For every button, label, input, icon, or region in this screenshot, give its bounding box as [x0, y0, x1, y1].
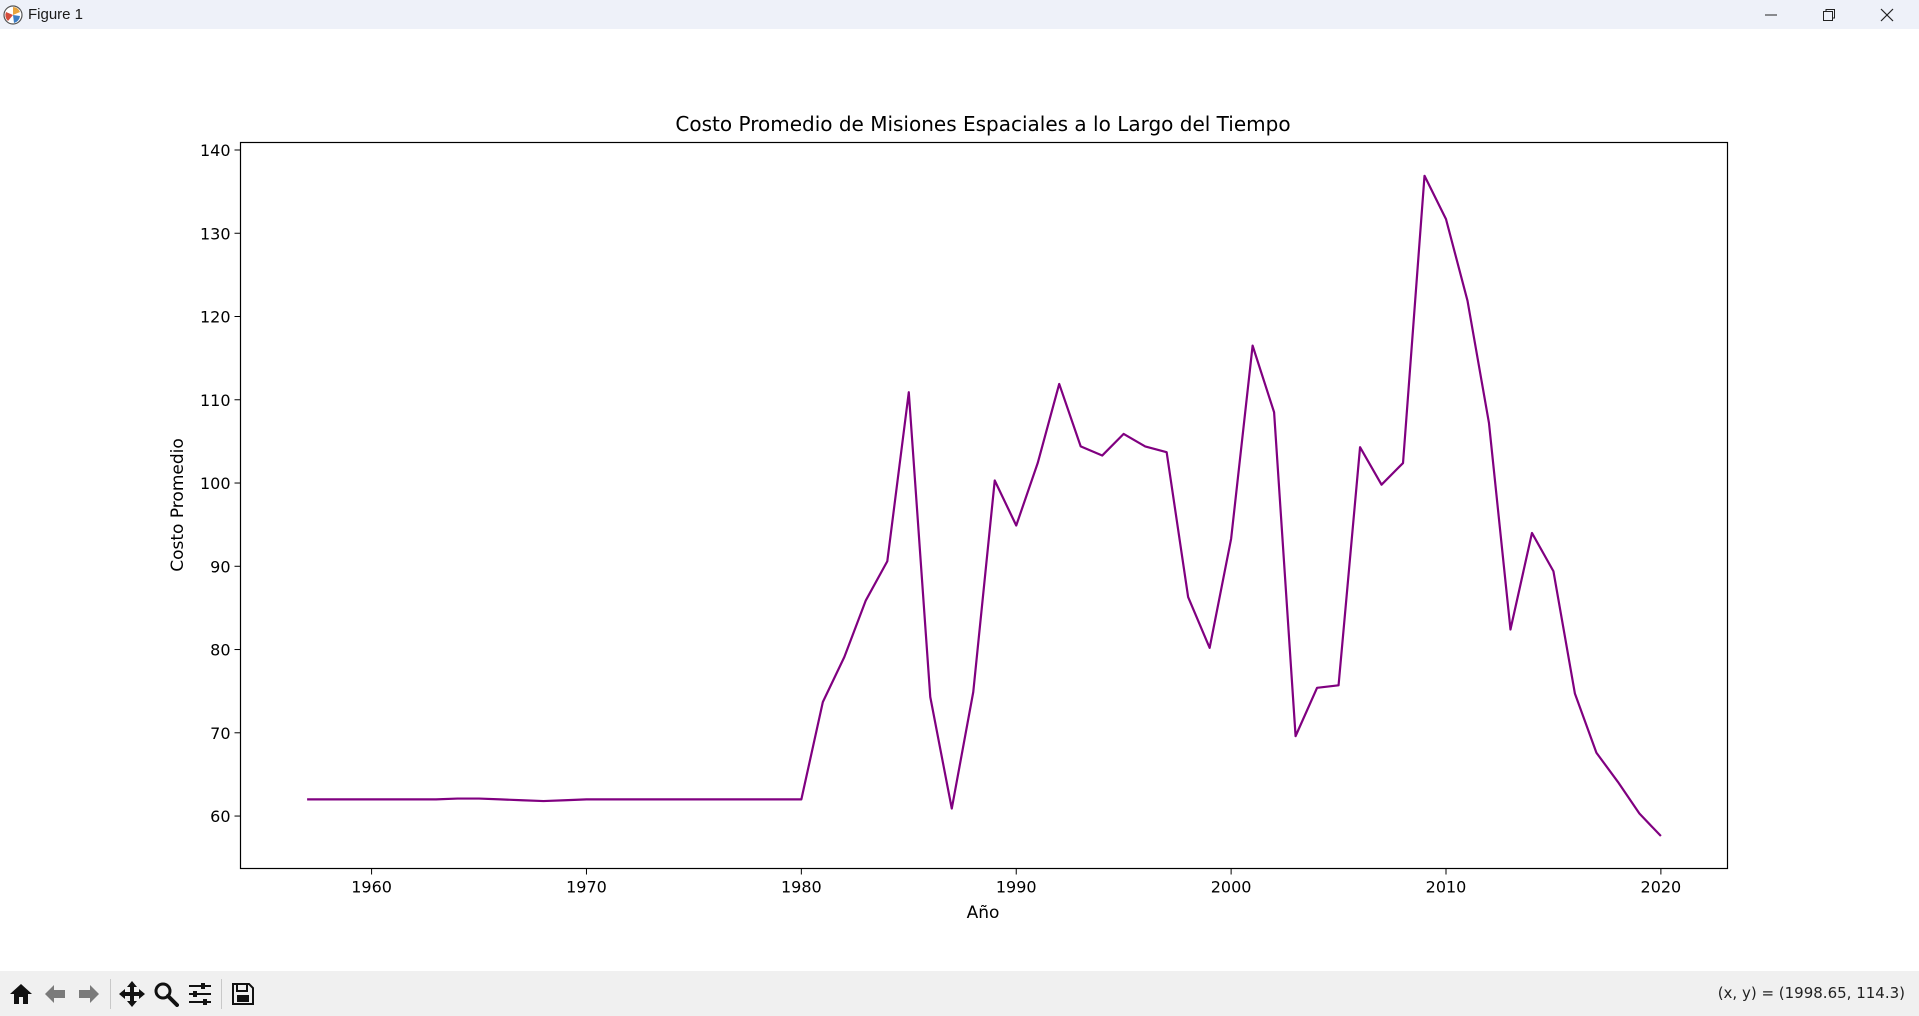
restore-button[interactable] [1800, 0, 1858, 29]
forward-button[interactable] [72, 977, 106, 1011]
app-icon [3, 4, 23, 25]
y-tick-label: 110 [200, 391, 231, 410]
x-tick-label: 1960 [351, 878, 392, 897]
x-tick-label: 1990 [996, 878, 1037, 897]
cursor-coordinates: (x, y) = (1998.65, 114.3) [1717, 984, 1905, 1002]
back-icon [45, 984, 65, 1003]
close-icon [1880, 8, 1894, 21]
title-bar: Figure 1 [0, 0, 1919, 29]
toolbar-separator [221, 978, 222, 1009]
minimize-icon [1765, 14, 1777, 15]
toolbar-separator [110, 978, 111, 1009]
x-tick-label: 2000 [1211, 878, 1252, 897]
y-tick-label: 130 [200, 224, 231, 243]
y-tick-label: 80 [210, 641, 230, 660]
minimize-button[interactable] [1742, 0, 1800, 29]
plot-frame [239, 141, 1729, 870]
y-tick-label: 90 [210, 557, 230, 576]
configure-subplots-icon [189, 982, 211, 1005]
configure-subplots-button[interactable] [183, 977, 217, 1011]
x-tick-label: 1980 [781, 878, 822, 897]
back-button[interactable] [38, 977, 72, 1011]
x-axis: 1960 1970 1980 1990 2000 2010 2020 [351, 868, 1682, 897]
figure-canvas: Costo Promedio de Misiones Espaciales a … [168, 112, 1729, 923]
x-tick-label: 2010 [1426, 878, 1467, 897]
x-tick-label: 1970 [566, 878, 607, 897]
y-tick-label: 70 [210, 724, 230, 743]
save-icon [232, 982, 254, 1005]
y-tick-label: 100 [200, 474, 231, 493]
navigation-toolbar: (x, y) = (1998.65, 114.3) [0, 971, 1919, 1016]
forward-icon [79, 984, 99, 1003]
zoom-icon [154, 982, 179, 1007]
restore-icon [1823, 8, 1835, 21]
home-icon [10, 983, 32, 1004]
home-button[interactable] [4, 977, 38, 1011]
x-tick-label: 2020 [1641, 878, 1682, 897]
y-tick-label: 140 [200, 141, 231, 160]
y-tick-label: 60 [210, 807, 230, 826]
y-axis-label: Costo Promedio [168, 438, 188, 572]
close-button[interactable] [1858, 0, 1916, 29]
pan-button[interactable] [115, 977, 149, 1011]
x-axis-label: Año [967, 903, 1000, 923]
zoom-button[interactable] [149, 977, 183, 1011]
pan-icon [119, 980, 145, 1007]
window-title: Figure 1 [28, 6, 84, 23]
save-button[interactable] [226, 977, 260, 1011]
series-line [307, 174, 1662, 837]
y-tick-label: 120 [200, 308, 231, 327]
y-axis: 60 70 80 90 100 110 120 130 140 [200, 141, 241, 826]
chart-title: Costo Promedio de Misiones Espaciales a … [675, 112, 1290, 136]
